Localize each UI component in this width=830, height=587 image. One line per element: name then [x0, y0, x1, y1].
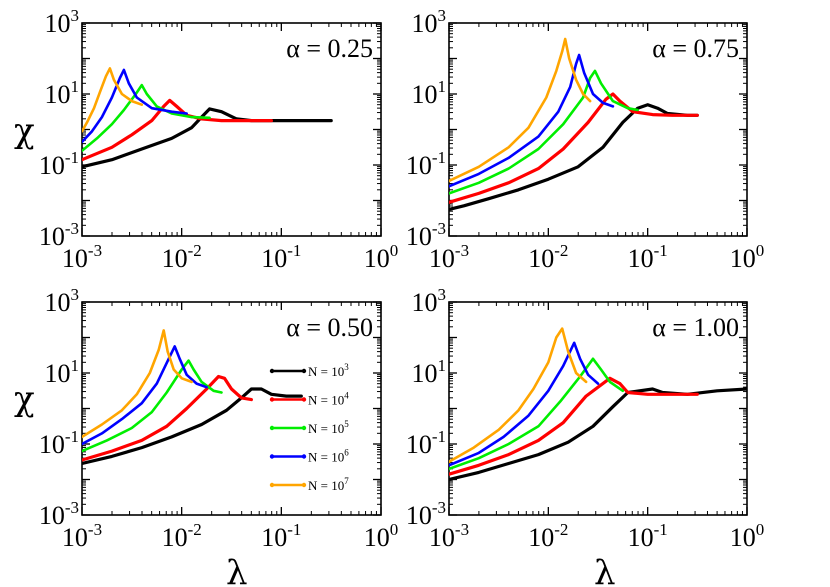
- series-line-5: [449, 357, 625, 471]
- x-tick-label: 10-1: [261, 241, 301, 273]
- series-line-5: [82, 359, 223, 453]
- series-line-6: [449, 341, 600, 467]
- series-group: [82, 329, 303, 466]
- series-line-6: [449, 53, 615, 188]
- x-tick-label: 10-2: [162, 520, 202, 552]
- panel-tl: 10-3 10-2 10-1 100 10-3 10-1 101 103 α = 0.25: [39, 6, 398, 273]
- y-tick-label: 101: [412, 77, 447, 109]
- series-line-3: [82, 387, 303, 466]
- panel-br: 10-3 10-2 10-1 100 10-3 10-1 101 103 α = 1.00: [406, 285, 764, 552]
- series-line-5: [449, 69, 639, 195]
- x-tick-label: 10-1: [628, 241, 668, 273]
- legend-marker: [269, 482, 275, 488]
- y-tick-label: 10-1: [39, 427, 79, 459]
- legend-entry: N = 103: [269, 362, 349, 379]
- legend-entry: N = 106: [269, 448, 349, 465]
- legend-marker: [301, 397, 307, 402]
- series-group: [449, 327, 747, 482]
- x-tick-label: 10-3: [429, 520, 469, 552]
- y-axis-label-bottom: χ: [14, 379, 35, 419]
- x-tick-label: 10-2: [528, 241, 568, 273]
- y-tick-label: 103: [412, 6, 447, 38]
- alpha-label: α = 1.00: [652, 313, 739, 342]
- legend-marker: [301, 482, 307, 488]
- series-line-6: [82, 345, 208, 446]
- series-group: [82, 67, 333, 169]
- x-tick-label: 10-1: [628, 520, 668, 552]
- y-tick-label: 103: [45, 6, 80, 38]
- legend-marker: [301, 425, 307, 431]
- x-axis-label-right: λ: [594, 553, 616, 587]
- series-line-3: [449, 103, 699, 211]
- y-tick-label: 101: [45, 356, 80, 388]
- legend: N = 103 N = 104 N = 105 N = 106 N = 107: [269, 362, 349, 493]
- x-tick-label: 100: [364, 241, 399, 273]
- alpha-label: α = 0.25: [286, 34, 373, 63]
- series-line-5: [82, 83, 211, 153]
- plot-frame: [81, 301, 382, 516]
- legend-label: N = 105: [308, 419, 349, 436]
- y-tick-label: 10-3: [39, 498, 79, 530]
- x-tick-label: 10-2: [528, 520, 568, 552]
- legend-label: N = 103: [308, 362, 349, 379]
- x-tick-label: 10-3: [62, 520, 102, 552]
- alpha-label: α = 0.75: [652, 34, 739, 63]
- plot-frame: [81, 22, 382, 237]
- alpha-label: α = 0.50: [286, 313, 373, 342]
- series-line-4: [449, 92, 699, 204]
- y-tick-label: 10-3: [406, 219, 446, 251]
- y-tick-label: 10-1: [406, 148, 446, 180]
- legend-marker: [301, 368, 307, 374]
- x-tick-label: 10-2: [162, 241, 202, 273]
- legend-entry: N = 107: [269, 476, 349, 493]
- series-line-7: [82, 329, 193, 439]
- series-line-6: [82, 68, 188, 144]
- y-tick-label: 10-1: [406, 427, 446, 459]
- legend-label: N = 106: [308, 448, 349, 465]
- legend-marker: [269, 425, 275, 431]
- y-tick-label: 101: [45, 77, 80, 109]
- plot-frame: [448, 22, 748, 237]
- legend-entry: N = 104: [269, 391, 349, 408]
- legend-marker: [269, 397, 275, 402]
- x-tick-label: 100: [364, 520, 399, 552]
- x-tick-label: 10-3: [62, 241, 102, 273]
- series-line-7: [449, 37, 592, 183]
- y-tick-label: 101: [412, 356, 447, 388]
- series-group: [449, 37, 699, 211]
- y-tick-label: 10-3: [406, 498, 446, 530]
- legend-marker: [269, 368, 275, 374]
- legend-marker: [269, 454, 275, 459]
- plot-frame: [448, 301, 748, 516]
- y-axis-label-top: χ: [14, 111, 35, 151]
- x-tick-label: 10-3: [429, 241, 469, 273]
- x-tick-label: 100: [730, 241, 765, 273]
- x-tick-label: 10-1: [261, 520, 301, 552]
- legend-entry: N = 105: [269, 419, 349, 436]
- series-line-7: [449, 327, 588, 464]
- y-tick-label: 10-1: [39, 148, 79, 180]
- panel-bl: 10-3 10-2 10-1 100 10-3 10-1 101 103 α = 0.50: [39, 285, 398, 552]
- series-line-7: [82, 67, 144, 133]
- series-line-4: [82, 98, 273, 162]
- legend-label: N = 104: [308, 391, 349, 408]
- y-tick-label: 103: [45, 285, 80, 317]
- x-axis-label-left: λ: [226, 553, 248, 587]
- legend-marker: [301, 454, 307, 459]
- legend-label: N = 107: [308, 476, 349, 493]
- x-tick-label: 100: [730, 520, 765, 552]
- series-line-3: [82, 107, 333, 169]
- y-tick-label: 103: [412, 285, 447, 317]
- series-line-4: [449, 376, 699, 476]
- series-line-4: [82, 374, 253, 462]
- panel-tr: 10-3 10-2 10-1 100 10-3 10-1 101 103 α = 0.75: [406, 6, 764, 273]
- y-tick-label: 10-3: [39, 219, 79, 251]
